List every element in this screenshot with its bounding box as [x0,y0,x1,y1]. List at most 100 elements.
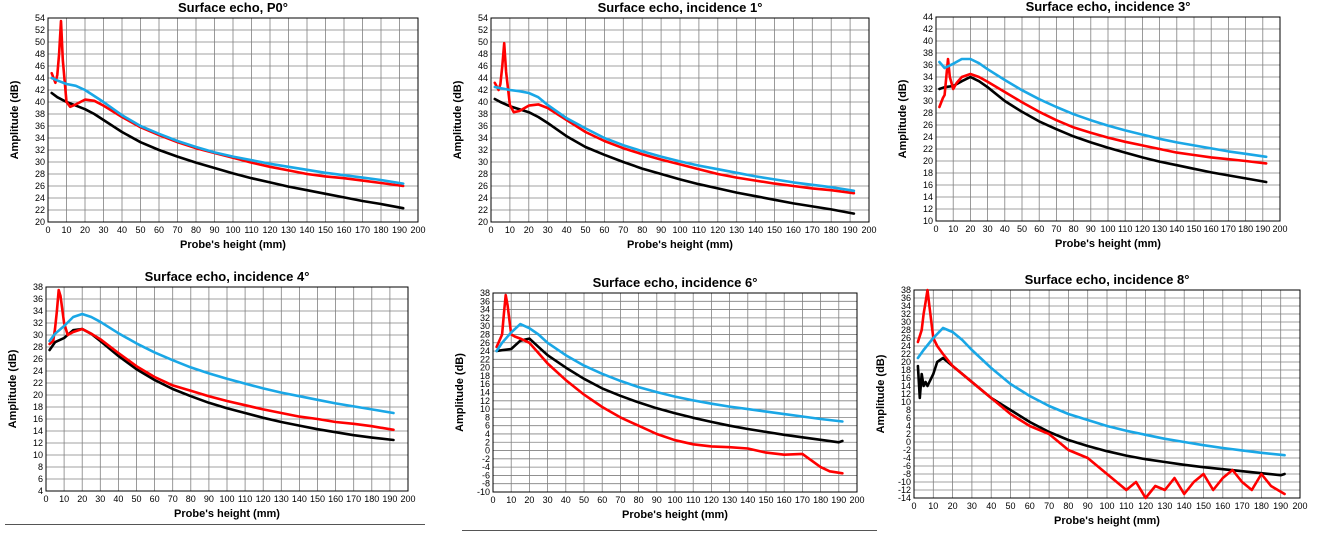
y-tick-label: -6 [903,461,911,471]
x-tick-label: 120 [710,225,725,235]
y-tick-label: 38 [901,285,911,295]
x-tick-label: 170 [355,225,370,235]
y-tick-label: 24 [478,193,488,203]
x-tick-label: 110 [692,225,706,235]
y-tick-label: 6 [38,474,43,484]
x-tick-label: 200 [1292,501,1307,511]
y-tick-label: 36 [33,294,43,304]
y-axis-label: Amplitude (dB) [897,79,909,158]
x-tick-label: 140 [748,225,763,235]
x-tick-label: 20 [524,225,534,235]
x-tick-label: 90 [1086,224,1096,234]
x-tick-label: 160 [1204,224,1219,234]
y-axis-label: Amplitude (dB) [7,349,19,428]
x-tick-label: 190 [1273,501,1288,511]
y-tick-label: 32 [480,313,490,323]
x-tick-label: 160 [336,225,351,235]
y-tick-label: 10 [33,450,43,460]
chart-title: Surface echo, incidence 1° [598,0,763,15]
x-tick-label: 50 [579,495,589,505]
y-tick-label: 16 [480,379,490,389]
y-tick-label: 10 [923,216,933,226]
x-axis-label: Probe's height (mm) [1055,238,1161,250]
y-tick-label: 14 [923,192,933,202]
y-tick-label: -2 [903,445,911,455]
y-tick-label: 42 [923,24,933,34]
y-tick-label: 18 [33,402,43,412]
plot-border [492,292,858,493]
y-tick-label: 42 [478,85,488,95]
y-tick-label: 10 [480,404,490,414]
x-tick-label: 150 [758,495,773,505]
series-line-red [938,57,1268,165]
y-tick-label: 36 [35,121,45,131]
x-tick-label: 40 [986,501,996,511]
y-tick-label: 24 [923,132,933,142]
series-line-blue [938,57,1268,159]
y-tick-label: 20 [901,357,911,367]
x-tick-label: 150 [767,225,782,235]
x-tick-label: 0 [488,225,493,235]
y-tick-label: 34 [33,306,43,316]
y-tick-label: 30 [923,96,933,106]
chart-title: Surface echo, incidence 3° [1026,0,1191,14]
x-tick-label: 20 [80,225,90,235]
x-tick-label: 50 [580,225,590,235]
x-tick-label: 40 [561,495,571,505]
x-tick-label: 140 [1169,224,1184,234]
y-tick-label: 26 [33,354,43,364]
x-tick-label: 80 [186,494,196,504]
y-tick-label: 50 [478,37,488,47]
y-tick-label: 28 [480,329,490,339]
x-tick-label: 170 [795,495,810,505]
y-tick-label: 34 [923,72,933,82]
x-tick-label: 0 [43,494,48,504]
x-tick-label: 170 [346,494,361,504]
y-tick-label: 28 [35,169,45,179]
x-tick-label: 70 [618,225,628,235]
x-tick-label: 40 [113,494,123,504]
x-tick-label: 120 [1135,224,1150,234]
x-tick-label: 80 [1069,224,1079,234]
y-tick-label: 20 [478,217,488,227]
y-tick-label: 26 [35,181,45,191]
x-tick-label: 80 [634,495,644,505]
y-tick-label: -10 [898,477,911,487]
x-tick-label: 110 [1119,501,1133,511]
x-tick-label: 150 [1186,224,1201,234]
x-tick-label: 90 [1083,501,1093,511]
x-tick-label: 0 [933,224,938,234]
chart-title: Surface echo, incidence 8° [1025,272,1190,287]
y-tick-label: 8 [485,412,490,422]
y-tick-label: 32 [478,145,488,155]
y-tick-label: 20 [923,156,933,166]
x-tick-label: 190 [843,225,858,235]
x-tick-label: 70 [168,494,178,504]
y-tick-label: -4 [482,462,490,472]
y-tick-label: 36 [480,296,490,306]
y-tick-label: 30 [35,157,45,167]
y-tick-label: 12 [923,204,933,214]
x-tick-label: 180 [813,495,828,505]
y-tick-label: 36 [923,60,933,70]
y-tick-label: 38 [35,109,45,119]
y-tick-label: 0 [906,437,911,447]
x-tick-label: 60 [597,495,607,505]
y-tick-label: 32 [33,318,43,328]
x-tick-label: 50 [135,225,145,235]
y-axis-label: Amplitude (dB) [454,353,466,432]
x-tick-label: 200 [400,494,415,504]
x-tick-label: 30 [543,225,553,235]
y-tick-label: 16 [923,180,933,190]
x-tick-label: 60 [154,225,164,235]
x-tick-label: 70 [172,225,182,235]
chart-title: Surface echo, incidence 6° [593,275,758,290]
x-tick-label: 90 [204,494,214,504]
y-tick-label: 32 [35,145,45,155]
x-axis-label: Probe's height (mm) [622,509,728,521]
y-tick-label: 30 [33,330,43,340]
chart-title: Surface echo, incidence 4° [145,269,310,284]
separator-middle [462,530,877,531]
y-tick-label: 34 [478,133,488,143]
y-tick-label: 48 [35,49,45,59]
